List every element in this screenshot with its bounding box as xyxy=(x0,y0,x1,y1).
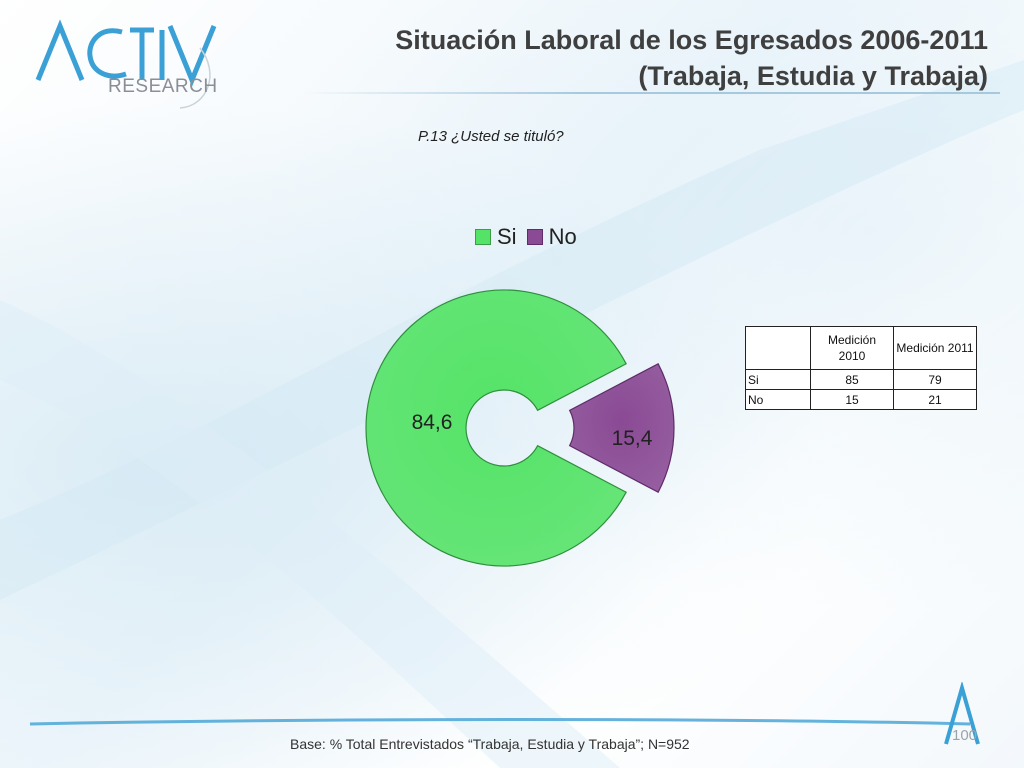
measurement-table: Medición 2010 Medición 2011 Si 85 79 No … xyxy=(745,326,977,410)
footer-base-note: Base: % Total Entrevistados “Trabaja, Es… xyxy=(290,736,690,752)
page-number: 100 xyxy=(952,727,978,744)
table-corner-cell xyxy=(745,326,811,370)
chart-legend: Si No xyxy=(475,224,577,250)
title-divider xyxy=(300,92,1000,94)
legend-item-si: Si xyxy=(475,224,517,250)
logo-subtext: RESEARCH xyxy=(108,76,218,97)
data-label-si: 84,6 xyxy=(412,411,453,434)
donut-slice-si xyxy=(365,289,627,567)
legend-label-no: No xyxy=(548,224,577,249)
footer-logo-icon xyxy=(944,682,980,745)
table-row-label-no: No xyxy=(745,389,811,410)
activa-logo xyxy=(35,19,217,109)
question-label: P.13 ¿Usted se tituló? xyxy=(418,128,564,145)
donut-slice-no xyxy=(568,362,675,494)
legend-swatch-no xyxy=(526,229,543,245)
table-header-row: Medición 2010 Medición 2011 xyxy=(745,326,977,370)
table-header-2011: Medición 2011 xyxy=(893,326,977,370)
slide-title: Situación Laboral de los Egresados 2006-… xyxy=(368,22,988,94)
table-cell: 15 xyxy=(810,389,894,410)
legend-item-no: No xyxy=(526,224,577,250)
data-label-no: 15,4 xyxy=(612,427,653,450)
table-row-label-si: Si xyxy=(745,369,811,390)
slide-title-line2: (Trabaja, Estudia y Trabaja) xyxy=(638,61,988,91)
table-cell: 79 xyxy=(893,369,977,390)
table-header-2010: Medición 2010 xyxy=(810,326,894,370)
table-row: No 15 21 xyxy=(745,389,977,410)
footer-divider xyxy=(30,718,971,726)
donut-chart: 84,6 15,4 xyxy=(365,289,675,567)
slide-title-line1: Situación Laboral de los Egresados 2006-… xyxy=(395,25,988,55)
table-row: Si 85 79 xyxy=(745,369,977,390)
table-cell: 85 xyxy=(810,369,894,390)
legend-label-si: Si xyxy=(497,224,517,249)
table-cell: 21 xyxy=(893,389,977,410)
legend-swatch-si xyxy=(475,229,491,245)
